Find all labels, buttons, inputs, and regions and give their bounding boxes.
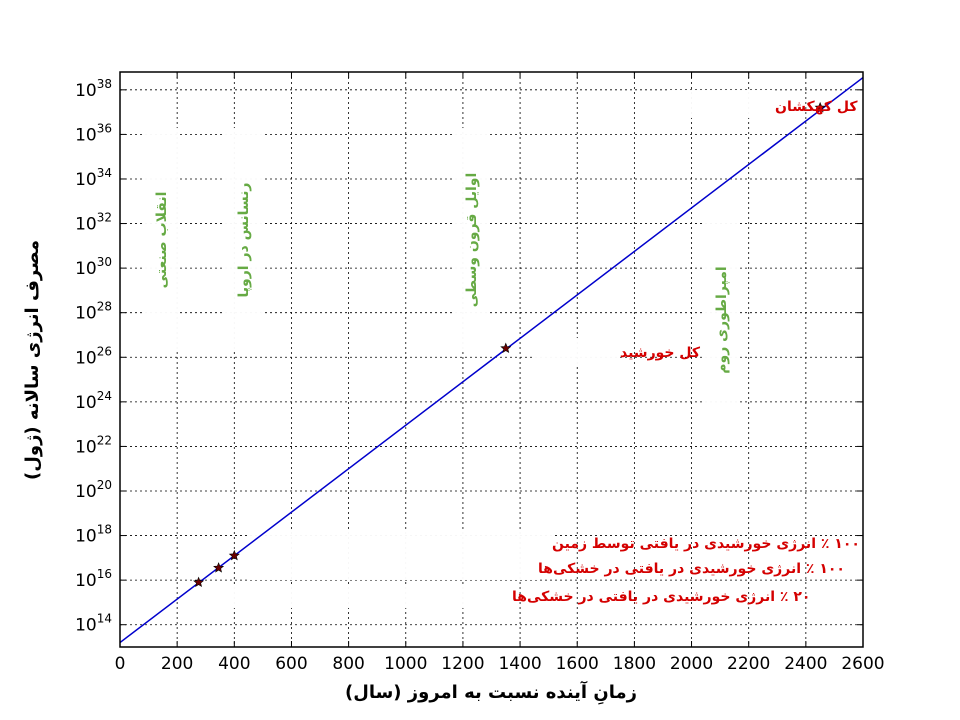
x-tick-label: 0 xyxy=(115,654,126,674)
x-tick-label: 2600 xyxy=(841,654,884,674)
grid xyxy=(120,72,863,647)
data-points xyxy=(193,101,826,588)
era-label: امپراطوری روم xyxy=(714,266,730,373)
x-tick-label: 1600 xyxy=(556,654,599,674)
y-tick-label: 1028 xyxy=(75,300,112,324)
era-label-background xyxy=(224,128,262,352)
y-tick-label: 1038 xyxy=(75,77,112,101)
data-point-marker xyxy=(814,101,826,113)
y-tick-label: 1030 xyxy=(75,255,112,279)
era-label-background xyxy=(452,128,490,352)
trend-line xyxy=(120,76,863,644)
annotation-backgrounds xyxy=(142,90,775,608)
y-tick-label: 1032 xyxy=(75,211,112,235)
trend-line-group xyxy=(120,76,863,644)
x-tick-label: 2000 xyxy=(670,654,713,674)
x-tick-label: 1000 xyxy=(384,654,427,674)
y-tick-label: 1020 xyxy=(75,478,112,502)
era-label: رنسانس در اروپا xyxy=(236,183,252,298)
y-tick-label: 1026 xyxy=(75,344,112,368)
x-tick-label: 1200 xyxy=(441,654,484,674)
y-tick-label: 1034 xyxy=(75,166,112,190)
annotation-background xyxy=(220,584,512,608)
data-point-marker xyxy=(193,576,205,588)
data-point-marker xyxy=(500,342,512,354)
y-tick-label: 1018 xyxy=(75,523,112,547)
x-tick-label: 400 xyxy=(218,654,250,674)
point-annotation: ۱۰۰ ٪ انرژی خورشیدی در یافتی در خشکی‌ها xyxy=(538,561,845,577)
era-label-background xyxy=(702,208,740,432)
x-tick-label: 800 xyxy=(332,654,364,674)
data-point-marker xyxy=(228,549,240,561)
point-annotation: ۲۰ ٪ انرژی خورشیدی در یافتی در خشکی‌ها xyxy=(512,589,810,605)
x-tick-label: 600 xyxy=(275,654,307,674)
annotation-background xyxy=(250,556,538,580)
x-axis-title: زمانِ آینده نسبت به امروز (سال) xyxy=(345,680,637,705)
x-tick-label: 2200 xyxy=(727,654,770,674)
y-tick-label: 1014 xyxy=(75,612,112,636)
annotation-background xyxy=(532,338,620,364)
annotation-background xyxy=(667,90,775,118)
point-annotation: کل خورشید xyxy=(620,345,701,361)
point-annotation: کل کهکشان xyxy=(775,99,858,115)
data-point-marker xyxy=(213,562,225,573)
era-label: انقلاب صنعتی xyxy=(154,192,170,289)
point-annotation: ۱۰۰ ٪ انرژی خورشیدی در یافتی توسط زمین xyxy=(552,536,860,552)
annotations: کل کهکشان کل خورشید ۱۰۰ ٪ انرژی خورشیدی در… xyxy=(154,99,860,605)
annotation-background xyxy=(247,531,552,555)
x-tick-label: 2400 xyxy=(784,654,827,674)
x-tick-label: 1800 xyxy=(613,654,656,674)
y-axis-title: مصرف انرژی سالانه (ژول) xyxy=(22,240,43,480)
era-label: اوایل قرون وسطی xyxy=(464,173,480,308)
y-tick-label: 1024 xyxy=(75,389,112,413)
y-tick-label: 1036 xyxy=(75,121,112,145)
plot-frame xyxy=(119,71,864,648)
y-tick-label: 1016 xyxy=(75,567,112,591)
x-tick-label: 1400 xyxy=(498,654,541,674)
y-tick-label: 1022 xyxy=(75,433,112,457)
x-axis: 0 200 400 600 800 1000 1200 1400 1600 1800 2000 220… xyxy=(115,72,885,674)
y-axis: 1014 1016 1018 1020 1022 1024 1026 1028 1030 1032… xyxy=(75,77,863,636)
era-label-background xyxy=(142,128,180,352)
x-tick-label: 200 xyxy=(161,654,193,674)
